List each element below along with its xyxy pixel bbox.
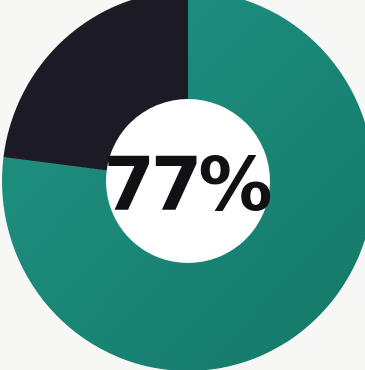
center-percentage-label: 77% [103,142,270,228]
donut-hole [106,99,270,263]
